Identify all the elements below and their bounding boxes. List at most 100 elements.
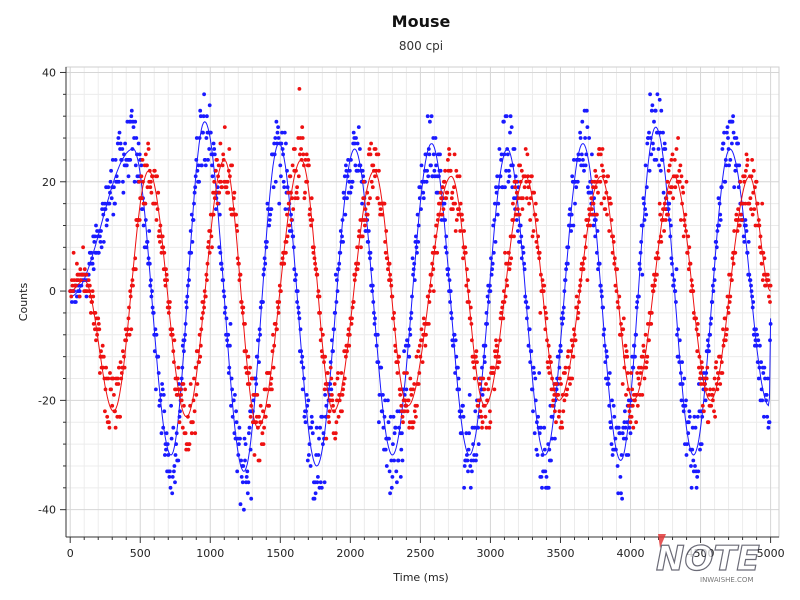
series-2-point (638, 371, 643, 375)
series-2-point (595, 179, 600, 184)
series-1-point (411, 267, 416, 272)
series-2-point (653, 278, 658, 282)
series-2-point (295, 185, 299, 190)
series-1-point (343, 212, 348, 217)
series-1-point (598, 283, 603, 288)
series-1-point (581, 158, 585, 162)
series-2-point (179, 398, 184, 403)
series-2-point (152, 168, 157, 173)
series-2-point (405, 371, 409, 375)
series-1-point (510, 185, 515, 190)
series-2-point (573, 338, 578, 343)
series-1-point (565, 261, 570, 266)
series-1-point (387, 469, 392, 474)
series-2-point (113, 409, 117, 414)
series-2-point (629, 371, 633, 375)
series-1-point (620, 496, 624, 501)
series-1-point (177, 414, 182, 419)
series-2-point (317, 294, 322, 299)
series-1-point (448, 289, 453, 293)
series-1-point (132, 179, 137, 184)
series-1-point (149, 278, 153, 282)
series-1-point (482, 354, 487, 359)
series-2-point (365, 190, 370, 195)
series-1-point (84, 294, 89, 299)
series-1-point (245, 491, 250, 496)
series-2-point (385, 256, 390, 261)
series-2-point (716, 371, 720, 375)
series-1-point (602, 327, 607, 332)
series-2-point (303, 190, 307, 195)
series-2-point (146, 147, 151, 151)
series-1-point (657, 97, 662, 102)
series-1-point (312, 496, 317, 501)
series-1-point (691, 458, 696, 463)
series-2-point (598, 179, 603, 184)
series-2-point (600, 163, 604, 168)
series-1-point (748, 278, 753, 282)
series-2-point (111, 376, 116, 381)
series-1-point (348, 190, 353, 195)
series-2-point (724, 332, 729, 337)
series-1-point (555, 376, 559, 381)
series-2-point (205, 261, 210, 266)
axis-tick-labels: 0 500 1000 1500 2000 2500 3000 3500 4000 4500 5000… (38, 66, 785, 560)
series-2-point (110, 403, 115, 408)
series-2-point (416, 349, 421, 354)
series-1-point (117, 179, 121, 184)
series-2-point (96, 322, 101, 326)
series-2-point (250, 376, 255, 381)
series-1-point (371, 300, 376, 304)
series-2-point (298, 152, 302, 157)
series-1-point (328, 382, 333, 386)
series-1-point (386, 398, 390, 403)
series-2-point (113, 425, 118, 430)
series-1-point (762, 414, 766, 419)
series-1-point (156, 354, 161, 359)
series-2-point (476, 403, 480, 408)
series-1-point (98, 240, 103, 244)
series-1-point (417, 196, 422, 201)
series-2-point (252, 453, 257, 457)
series-1-point (623, 409, 627, 414)
series-2-point (634, 393, 639, 397)
series-2-point (209, 234, 214, 239)
series-2-point (566, 349, 571, 354)
series-2-point (235, 229, 240, 233)
series-2-point (439, 196, 443, 201)
series-1-point (176, 458, 181, 463)
series-1-point (595, 229, 600, 233)
series-2-point (615, 300, 620, 304)
series-1-point (519, 234, 524, 239)
series-1-point (504, 168, 508, 173)
series-1-point (251, 398, 256, 403)
series-1-point (447, 278, 452, 282)
series-2-point (520, 207, 525, 212)
series-1-point (707, 349, 711, 354)
series-2-point (625, 371, 630, 375)
series-1-point (493, 201, 497, 206)
series-1-point (230, 414, 235, 419)
series-1-point (338, 229, 343, 233)
series-2-point (418, 354, 423, 359)
series-2-point (721, 343, 726, 348)
series-2-point (502, 289, 506, 293)
series-2-point (206, 245, 210, 250)
series-1-point (404, 387, 409, 392)
series-1-point (756, 338, 761, 343)
series-2-point (145, 185, 150, 190)
series-2-point (613, 283, 618, 288)
series-2-point (589, 196, 594, 201)
series-1-point (405, 338, 410, 343)
series-2-point (642, 349, 646, 354)
series-2-point (307, 212, 312, 217)
series-1-point (419, 163, 424, 168)
series-1-point (728, 158, 733, 162)
series-2-point (484, 382, 488, 386)
series-2-point (448, 168, 453, 173)
series-1-point (618, 475, 623, 479)
series-1-point (197, 136, 202, 140)
series-2-point (481, 376, 486, 381)
series-2-point (77, 294, 82, 299)
series-1-point (549, 458, 553, 463)
